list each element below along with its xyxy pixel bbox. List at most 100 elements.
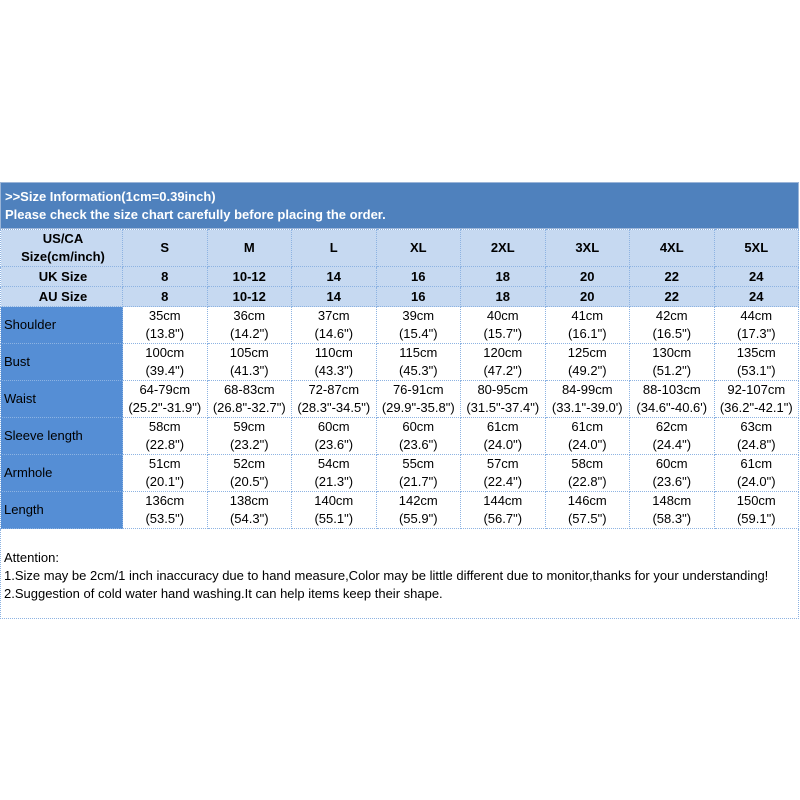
- measure-cell: 138cm (54.3"): [206, 491, 292, 529]
- size-cell: M: [206, 229, 292, 267]
- cm-value: 60cm: [317, 419, 350, 434]
- measure-cell: 136cm (53.5"): [122, 491, 208, 529]
- inch-value: (21.3"): [314, 474, 354, 489]
- measure-cell: 57cm (22.4"): [460, 454, 546, 492]
- measure-cell: 51cm (20.1"): [122, 454, 208, 492]
- inch-value: (59.1"): [736, 511, 776, 526]
- inch-value: (55.1"): [314, 511, 354, 526]
- cm-value: 61cm: [486, 419, 519, 434]
- cm-value: 92-107cm: [727, 382, 786, 397]
- size-cell: 14: [291, 266, 377, 287]
- row-label: Sleeve length: [0, 417, 123, 455]
- inch-value: (51.2"): [652, 363, 692, 378]
- size-cell: 2XL: [460, 229, 546, 267]
- row-label: US/CA Size(cm/inch): [0, 229, 123, 267]
- inch-value: (47.2"): [483, 363, 523, 378]
- cm-value: 135cm: [736, 345, 776, 360]
- row-label: AU Size: [0, 286, 123, 307]
- cm-value: 39cm: [402, 308, 435, 323]
- cm-value: 40cm: [486, 308, 519, 323]
- cm-value: 68-83cm: [223, 382, 275, 397]
- inch-value: (14.2"): [229, 326, 269, 341]
- inch-value: (57.5"): [567, 511, 607, 526]
- cm-value: 61cm: [740, 456, 773, 471]
- header-title: >>Size Information(1cm=0.39inch): [5, 189, 216, 204]
- inch-value: (34.6"-40.6'): [636, 400, 708, 415]
- measure-cell: 64-79cm (25.2"-31.9"): [122, 380, 208, 418]
- cm-value: 100cm: [145, 345, 185, 360]
- inch-value: (20.5"): [229, 474, 269, 489]
- size-cell: 5XL: [713, 229, 799, 267]
- inch-value: (53.5"): [145, 511, 185, 526]
- measure-cell: 37cm (14.6"): [291, 306, 377, 344]
- measure-row: Waist 64-79cm (25.2"-31.9") 68-83cm (26.8"-3…: [0, 380, 799, 418]
- measure-cell: 150cm (59.1"): [713, 491, 799, 529]
- inch-value: (23.6"): [314, 437, 354, 452]
- cm-value: 36cm: [233, 308, 266, 323]
- measure-row: Shoulder 35cm (13.8") 36cm (14.2") 37cm (14.6"…: [0, 306, 799, 344]
- size-cell: 4XL: [629, 229, 715, 267]
- cm-value: 52cm: [233, 456, 266, 471]
- attention: Attention: 1.Size may be 2cm/1 inch inac…: [0, 529, 799, 619]
- measure-row: Bust 100cm (39.4") 105cm (41.3") 110cm (43.3")…: [0, 343, 799, 381]
- cm-value: 88-103cm: [642, 382, 701, 397]
- inch-value: (29.9"-35.8"): [381, 400, 455, 415]
- cm-value: 148cm: [652, 493, 692, 508]
- inch-value: (45.3"): [398, 363, 438, 378]
- cm-value: 105cm: [229, 345, 269, 360]
- header: >>Size Information(1cm=0.39inch) Please …: [0, 182, 799, 229]
- cm-value: 120cm: [483, 345, 523, 360]
- cm-value: 42cm: [655, 308, 688, 323]
- size-cell: 10-12: [206, 266, 292, 287]
- inch-value: (24.8"): [736, 437, 776, 452]
- inch-value: (22.8"): [145, 437, 185, 452]
- measure-cell: 120cm (47.2"): [460, 343, 546, 381]
- size-cell: 24: [713, 266, 799, 287]
- inch-value: (16.1"): [567, 326, 607, 341]
- inch-value: (49.2"): [567, 363, 607, 378]
- measure-cell: 60cm (23.6"): [375, 417, 461, 455]
- inch-value: (41.3"): [229, 363, 269, 378]
- size-row: US/CA Size(cm/inch) S M L XL 2XL 3XL 4XL 5XL: [0, 229, 799, 267]
- row-label: Shoulder: [0, 306, 123, 344]
- measure-cell: 62cm (24.4"): [629, 417, 715, 455]
- inch-value: (24.4"): [652, 437, 692, 452]
- measure-cell: 54cm (21.3"): [291, 454, 377, 492]
- size-cell: 22: [629, 266, 715, 287]
- cm-value: 136cm: [145, 493, 185, 508]
- attention-note: 1.Size may be 2cm/1 inch inaccuracy due …: [4, 568, 769, 583]
- cm-value: 72-87cm: [308, 382, 360, 397]
- cm-value: 60cm: [402, 419, 435, 434]
- inch-value: (53.1"): [736, 363, 776, 378]
- measure-cell: 52cm (20.5"): [206, 454, 292, 492]
- measure-row: Length 136cm (53.5") 138cm (54.3") 140cm (55.1…: [0, 491, 799, 529]
- measure-cell: 36cm (14.2"): [206, 306, 292, 344]
- measure-cell: 42cm (16.5"): [629, 306, 715, 344]
- cm-value: 57cm: [486, 456, 519, 471]
- cm-value: 44cm: [740, 308, 773, 323]
- size-chart: >>Size Information(1cm=0.39inch) Please …: [0, 182, 799, 619]
- size-cell: L: [291, 229, 377, 267]
- cm-value: 150cm: [736, 493, 776, 508]
- cm-value: 125cm: [567, 345, 607, 360]
- inch-value: (16.5"): [652, 326, 692, 341]
- inch-value: (24.0"): [736, 474, 776, 489]
- cm-value: 142cm: [398, 493, 438, 508]
- cm-value: 62cm: [655, 419, 688, 434]
- measure-cell: 63cm (24.8"): [713, 417, 799, 455]
- attention-title: Attention:: [4, 550, 59, 565]
- measure-cell: 148cm (58.3"): [629, 491, 715, 529]
- measure-cell: 60cm (23.6"): [629, 454, 715, 492]
- cm-value: 146cm: [567, 493, 607, 508]
- cm-value: 58cm: [571, 456, 604, 471]
- size-row: UK Size 8 10-12 14 16 18 20 22 24: [0, 266, 799, 287]
- size-cell: 18: [460, 286, 546, 307]
- size-cell: 14: [291, 286, 377, 307]
- cm-value: 64-79cm: [139, 382, 191, 397]
- inch-value: (54.3"): [229, 511, 269, 526]
- inch-value: (31.5"-37.4"): [466, 400, 540, 415]
- measure-cell: 60cm (23.6"): [291, 417, 377, 455]
- cm-value: 140cm: [314, 493, 354, 508]
- measure-cell: 58cm (22.8"): [122, 417, 208, 455]
